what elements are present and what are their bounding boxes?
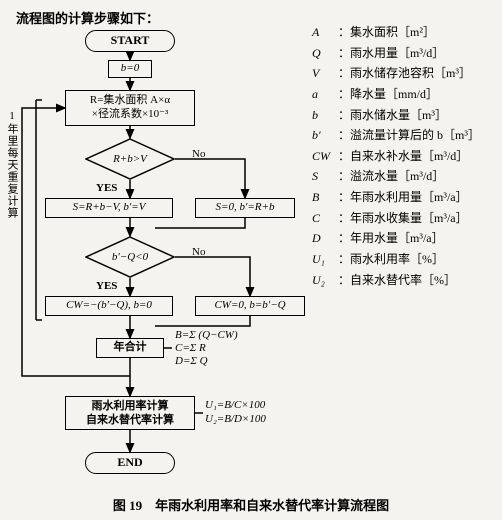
cw-no-text: CW=0, b=b′−Q: [214, 299, 285, 313]
decision2-no-label: No: [192, 246, 205, 258]
legend-colon: ：: [338, 252, 350, 266]
legend-colon: ：: [338, 273, 350, 287]
legend: A：集水面积［m²］ Q：雨水用量［m³/d］ V：雨水储存池容积［m³］ a：…: [312, 22, 494, 290]
legend-desc: 年雨水利用量［m³/a］: [350, 190, 468, 204]
legend-row: CW：自来水补水量［m³/d］: [312, 146, 494, 167]
legend-row: B：年雨水利用量［m³/a］: [312, 187, 494, 208]
legend-sym: A: [312, 22, 338, 43]
legend-colon: ：: [338, 211, 350, 225]
legend-sym: C: [312, 208, 338, 229]
init-label: b=0: [121, 62, 139, 76]
node-calc-r: R=集水面积 A×α ×径流系数×10⁻³: [65, 90, 195, 126]
loop-label-text: 1年里每天重复计算: [4, 110, 20, 219]
loop-label: 1年里每天重复计算: [4, 110, 18, 222]
legend-row: b′：溢流量计算后的 b［m³］: [312, 125, 494, 146]
decision1-yes-label: YES: [96, 182, 117, 194]
decision1-no-label: No: [192, 148, 205, 160]
legend-desc: 溢流水量［m³/d］: [350, 169, 444, 183]
legend-colon: ：: [338, 108, 350, 122]
legend-row: Q：雨水用量［m³/d］: [312, 43, 494, 64]
legend-colon: ：: [338, 149, 350, 163]
legend-row: D：年用水量［m³/a］: [312, 228, 494, 249]
node-annual-total: 年合计: [96, 338, 164, 358]
legend-colon: ：: [338, 128, 350, 142]
annual-eq2: C=Σ R: [175, 342, 238, 355]
annual-eq1: B=Σ (Q−CW): [175, 329, 238, 342]
legend-sym: D: [312, 228, 338, 249]
legend-desc: 溢流量计算后的 b［m³］: [350, 128, 480, 142]
start-label: START: [111, 33, 150, 47]
legend-colon: ：: [338, 231, 350, 245]
node-final-calc: 雨水利用率计算自来水替代率计算: [65, 396, 195, 430]
legend-desc: 雨水储水量［m³］: [350, 108, 447, 122]
legend-desc: 年雨水收集量［m³/a］: [350, 211, 468, 225]
legend-row: U₁：雨水利用率［%］: [312, 249, 494, 270]
legend-row: S：溢流水量［m³/d］: [312, 166, 494, 187]
legend-colon: ：: [338, 25, 350, 39]
legend-sym: CW: [312, 146, 338, 167]
legend-sym: b′: [312, 125, 338, 146]
s-yes-text: S=R+b−V, b′=V: [73, 201, 146, 215]
node-init: b=0: [108, 60, 152, 78]
legend-sym: b: [312, 105, 338, 126]
final-eq1: U₁=B/C×100: [205, 398, 266, 412]
legend-sym: U₂: [312, 270, 338, 291]
legend-desc: 年用水量［m³/a］: [350, 231, 444, 245]
calc-r-line2: ×径流系数×10⁻³: [92, 108, 169, 120]
calc-r-line1: R=集水面积 A×α: [90, 94, 170, 106]
s-no-text: S=0, b′=R+b: [216, 201, 275, 215]
node-s-yes: S=R+b−V, b′=V: [45, 198, 173, 218]
legend-desc: 自来水补水量［m³/d］: [350, 149, 468, 163]
legend-row: C：年雨水收集量［m³/a］: [312, 208, 494, 229]
annual-eq: B=Σ (Q−CW) C=Σ R D=Σ Q: [175, 329, 238, 369]
legend-row: a：降水量［mm/d］: [312, 84, 494, 105]
legend-row: V：雨水储存池容积［m³］: [312, 63, 494, 84]
legend-desc: 雨水利用率［%］: [350, 252, 444, 266]
legend-desc: 雨水储存池容积［m³］: [350, 66, 471, 80]
figure-caption: 图 19 年雨水利用率和自来水替代率计算流程图: [0, 495, 502, 514]
node-s-no: S=0, b′=R+b: [195, 198, 295, 218]
decision2-yes-label: YES: [96, 280, 117, 292]
legend-desc: 自来水替代率［%］: [350, 273, 456, 287]
node-end: END: [85, 452, 175, 474]
legend-sym: S: [312, 166, 338, 187]
node-start: START: [85, 30, 175, 52]
node-decision-cw: b′−Q<0: [85, 236, 175, 278]
node-cw-no: CW=0, b=b′−Q: [195, 296, 305, 316]
calc-r-text: R=集水面积 A×α ×径流系数×10⁻³: [90, 94, 170, 122]
legend-colon: ：: [338, 190, 350, 204]
legend-sym: B: [312, 187, 338, 208]
final-text: 雨水利用率计算自来水替代率计算: [86, 399, 174, 428]
annual-eq3: D=Σ Q: [175, 355, 238, 368]
legend-desc: 集水面积［m²］: [350, 25, 435, 39]
legend-colon: ：: [338, 169, 350, 183]
legend-colon: ：: [338, 66, 350, 80]
legend-sym: V: [312, 63, 338, 84]
decision2-label: b′−Q<0: [85, 236, 175, 278]
legend-row: A：集水面积［m²］: [312, 22, 494, 43]
decision1-label: R+b>V: [85, 138, 175, 180]
legend-sym: Q: [312, 43, 338, 64]
legend-desc: 雨水用量［m³/d］: [350, 46, 444, 60]
legend-row: U₂：自来水替代率［%］: [312, 270, 494, 291]
header-text: 流程图的计算步骤如下：: [16, 8, 159, 27]
end-label: END: [117, 455, 142, 469]
node-decision-overflow: R+b>V: [85, 138, 175, 180]
legend-sym: U₁: [312, 249, 338, 270]
cw-yes-text: CW=−(b′−Q), b=0: [66, 299, 152, 313]
final-eq2: U₂=B/D×100: [205, 412, 266, 426]
annual-label: 年合计: [114, 341, 147, 355]
node-cw-yes: CW=−(b′−Q), b=0: [45, 296, 173, 316]
legend-sym: a: [312, 84, 338, 105]
final-eq: U₁=B/C×100 U₂=B/D×100: [205, 398, 266, 427]
legend-row: b：雨水储水量［m³］: [312, 105, 494, 126]
legend-colon: ：: [338, 87, 350, 101]
legend-desc: 降水量［mm/d］: [350, 87, 438, 101]
legend-colon: ：: [338, 46, 350, 60]
